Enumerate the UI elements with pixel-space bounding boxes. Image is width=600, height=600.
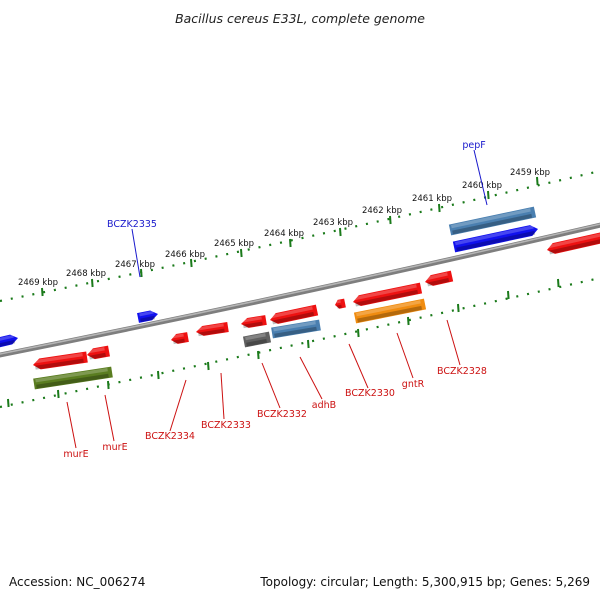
gene-label-mure-2: murE — [102, 442, 127, 453]
lower-major-tick — [507, 290, 510, 300]
label-leaders — [66, 149, 488, 449]
gene-bczk2330 — [353, 282, 423, 307]
gene-label-bczk2330: BCZK2330 — [345, 388, 395, 399]
gene-bczk2334 — [171, 332, 189, 345]
gene-features — [0, 206, 600, 390]
gene-bczk2328 — [425, 270, 454, 287]
lower-major-tick — [557, 278, 560, 288]
upper-major-tick — [389, 215, 392, 225]
lower-major-tick — [107, 380, 110, 390]
upper-major-tick — [536, 176, 539, 186]
gene-bczk2332 — [242, 331, 272, 348]
label-leader-line — [299, 356, 323, 400]
gene-mure-a — [33, 351, 88, 370]
gene-red-right-edge — [547, 232, 600, 255]
label-leader-line — [104, 394, 115, 442]
gene-blue-edge — [0, 334, 18, 348]
upper-major-tick — [240, 248, 243, 258]
label-leader-line — [473, 149, 488, 206]
upper-major-tick — [190, 258, 193, 268]
upper-major-tick — [438, 203, 441, 213]
lower-ruler — [0, 276, 600, 409]
lower-major-tick — [407, 316, 410, 326]
kbp-label: 2463 kbp — [313, 218, 353, 228]
kbp-label: 2461 kbp — [412, 194, 452, 204]
label-leader-line — [396, 332, 414, 379]
lower-major-tick — [457, 303, 460, 313]
gene-red-2332 — [241, 315, 267, 329]
gene-label-gntr: gntR — [402, 379, 425, 390]
kbp-label: 2462 kbp — [362, 206, 402, 216]
gene-label-adhb: adhB — [312, 400, 336, 411]
upper-major-tick — [41, 287, 44, 297]
upper-major-ticks — [41, 176, 539, 297]
upper-major-tick — [289, 238, 292, 248]
kbp-label: 2467 kbp — [115, 260, 155, 270]
gene-pepf-blue — [452, 225, 538, 253]
lower-major-tick — [357, 328, 360, 338]
gene-label-bczk2333: BCZK2333 — [201, 420, 251, 431]
kbp-label: 2464 kbp — [264, 229, 304, 239]
gene-label-bczk2334: BCZK2334 — [145, 431, 195, 442]
genome-backbone — [0, 222, 600, 358]
kbp-labels: 2469 kbp 2468 kbp 2467 kbp 2466 kbp 2465 kbp… — [18, 168, 550, 288]
label-leader-line — [169, 379, 187, 432]
label-leader-line — [131, 228, 141, 278]
gene-pepf-steel — [448, 206, 537, 236]
gene-red-small — [335, 298, 346, 309]
map-title: Bacillus cereus E33L, complete genome — [175, 11, 425, 26]
genome-summary-text: Topology: circular; Length: 5,300,915 bp… — [259, 575, 590, 589]
label-leader-line — [446, 319, 461, 366]
gene-bczk2335 — [137, 310, 158, 323]
accession-text: Accession: NC_006274 — [9, 575, 145, 589]
label-leader-line — [66, 401, 77, 449]
gene-label-bczk2335: BCZK2335 — [107, 219, 157, 230]
lower-major-tick — [257, 350, 260, 360]
lower-major-tick — [207, 361, 210, 371]
kbp-label: 2465 kbp — [214, 239, 254, 249]
lower-major-tick — [57, 389, 60, 399]
kbp-label: 2459 kbp — [510, 168, 550, 178]
lower-major-tick — [157, 370, 160, 380]
lower-major-tick — [7, 398, 10, 408]
kbp-label: 2466 kbp — [165, 250, 205, 260]
gene-gntr — [353, 298, 427, 324]
upper-major-tick — [487, 190, 490, 200]
upper-major-tick — [91, 278, 94, 288]
kbp-label: 2469 kbp — [18, 278, 58, 288]
upper-major-tick — [339, 227, 342, 237]
lower-major-tick — [307, 339, 310, 349]
kbp-label: 2468 kbp — [66, 269, 106, 279]
gene-bczk2333 — [196, 322, 229, 337]
gene-label-pepf: pepF — [462, 140, 485, 151]
gene-label-bczk2328: BCZK2328 — [437, 366, 487, 377]
gene-adhb — [271, 319, 321, 339]
label-leader-line — [261, 362, 281, 409]
upper-major-tick — [140, 268, 143, 278]
gene-olive-mure — [33, 366, 113, 390]
label-leader-line — [220, 372, 225, 420]
gene-label-mure-1: murE — [63, 449, 88, 460]
lower-major-ticks — [7, 278, 560, 408]
gene-red-a — [270, 304, 319, 325]
gene-label-bczk2332: BCZK2332 — [257, 409, 307, 420]
label-leader-line — [348, 343, 369, 389]
gene-mure-b — [87, 345, 110, 360]
